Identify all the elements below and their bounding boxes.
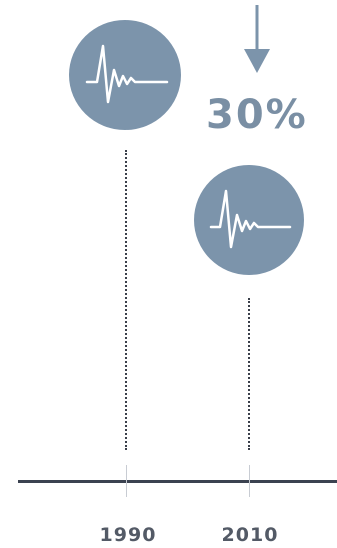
year-label-1990: 1990 (99, 524, 157, 546)
heartbeat-icon (209, 189, 292, 249)
tick-1990 (126, 465, 127, 497)
dotted-line-1990 (125, 150, 127, 450)
tick-2010 (249, 465, 250, 497)
heartbeat-circle-2010 (194, 165, 304, 275)
percent-change-label: 30% (206, 92, 308, 138)
heartbeat-circle-1990 (69, 20, 181, 130)
arrow-down-icon (244, 5, 270, 73)
timeline-axis (18, 480, 337, 483)
year-label-2010: 2010 (221, 524, 279, 546)
dotted-line-2010 (248, 298, 250, 450)
heartbeat-icon (85, 44, 169, 104)
